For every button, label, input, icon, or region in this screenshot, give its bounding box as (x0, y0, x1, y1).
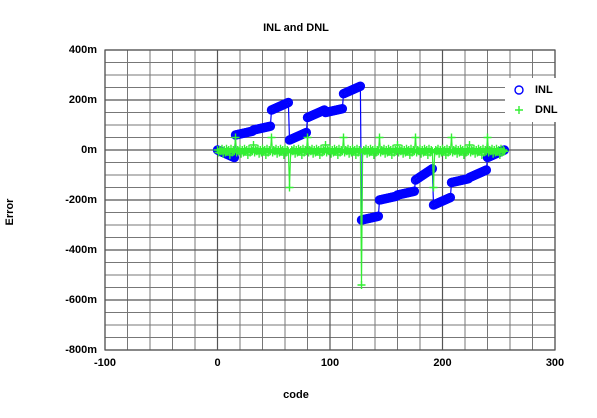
inl-marker (337, 104, 348, 114)
plot-frame (104, 49, 556, 351)
dnl-marker (231, 133, 240, 142)
dnl-marker (447, 133, 456, 142)
dnl-marker (339, 133, 348, 142)
inl-marker (409, 186, 420, 196)
dnl-marker (429, 183, 438, 192)
x-tick-label: 100 (321, 357, 339, 369)
dnl-marker (483, 133, 492, 142)
dnl-marker (285, 183, 294, 192)
legend-marker (514, 85, 524, 95)
y-axis-label: Error (4, 198, 16, 226)
inl-marker (301, 127, 312, 138)
inl-marker (373, 211, 384, 221)
legend-box (505, 78, 560, 122)
chart-title: INL and DNL (263, 22, 329, 34)
y-tick-label: 200m (69, 94, 97, 106)
x-axis-label: code (283, 389, 309, 401)
inl-marker (355, 81, 366, 91)
dnl-marker (249, 141, 258, 149)
inl-marker (481, 165, 492, 175)
dnl-marker (465, 141, 474, 149)
dnl-marker (375, 133, 384, 142)
x-tick-label: 0 (214, 357, 220, 369)
x-tick-label: -100 (94, 357, 116, 369)
x-tick-label: 200 (433, 357, 451, 369)
dnl-marker (321, 141, 330, 149)
y-tick-label: -600m (65, 294, 97, 306)
y-tick-label: 400m (69, 44, 97, 56)
inl-marker (445, 192, 456, 203)
inl-marker (283, 97, 294, 108)
dnl-marker (303, 133, 312, 142)
dnl-marker (500, 147, 509, 156)
y-tick-label: 0m (81, 144, 97, 156)
dnl-marker (499, 146, 508, 154)
legend-label: DNL (535, 104, 558, 116)
x-tick-label: 300 (546, 357, 564, 369)
y-tick-label: -400m (65, 244, 97, 256)
legend-marker (515, 106, 523, 114)
y-tick-label: -800m (65, 344, 97, 356)
y-tick-label: -200m (65, 194, 97, 206)
dnl-marker (411, 133, 420, 142)
dnl-marker (267, 133, 276, 142)
dnl-marker (357, 281, 366, 289)
dnl-marker (393, 141, 402, 149)
legend-label: INL (535, 84, 553, 96)
inl-marker (265, 121, 276, 131)
